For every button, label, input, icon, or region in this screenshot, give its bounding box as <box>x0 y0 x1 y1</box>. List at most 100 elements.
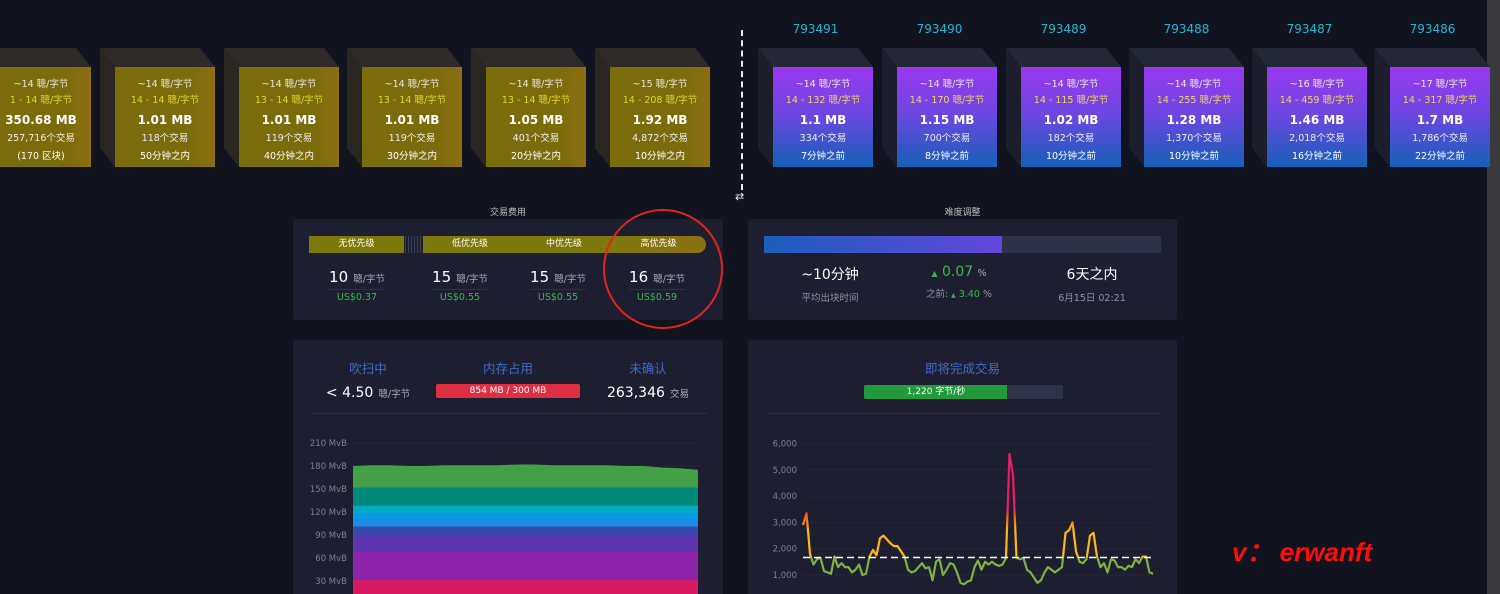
block-side-face <box>595 48 610 167</box>
swap-arrows-icon[interactable]: ⇄ <box>735 190 745 203</box>
block-size: 1.7 MB <box>1416 113 1464 127</box>
y-tick-label: 90 MvB <box>315 531 347 541</box>
block-time: 10分钟之前 <box>1045 151 1097 162</box>
block-tx-count: 334个交易 <box>799 133 847 144</box>
difficulty-change-value: 0.07 <box>941 264 974 280</box>
block-front-face: ~16 聰/字节 14 - 459 聰/字节 1.46 MB 2,018个交易 16分钟… <box>1267 67 1367 167</box>
block-size: 1.01 MB <box>137 113 193 127</box>
block-front-face: ~15 聰/字节 14 - 208 聰/字节 1.92 MB 4,872个交易 10分钟… <box>610 67 710 167</box>
purging-label: 吹扫中 <box>349 361 387 376</box>
difficulty-remaining: 6天之内 6月15日 02:21 <box>1022 264 1162 304</box>
block-tx-count: 119个交易 <box>388 133 436 144</box>
block-top-face <box>1006 48 1121 67</box>
watermark-text: v： erwanft <box>1232 537 1373 567</box>
block-median-fee: ~14 聰/字节 <box>261 79 317 90</box>
fee-unit: 聰/字节 <box>554 274 586 285</box>
remaining-time: 6天之内 <box>1066 267 1118 283</box>
incoming-series-line <box>801 452 1154 586</box>
block-size: 1.46 MB <box>1289 113 1345 127</box>
fee-unit: 聰/字节 <box>353 274 385 285</box>
block-tx-count: 182个交易 <box>1047 133 1095 144</box>
y-tick-label: 120 MvB <box>310 508 347 518</box>
pending-block[interactable]: ~15 聰/字节 14 - 208 聰/字节 1.92 MB 4,872个交易 10分钟… <box>595 48 710 167</box>
block-fee-range: 14 - 317 聰/字节 <box>1402 95 1478 106</box>
block-median-fee: ~17 聰/字节 <box>1412 79 1468 90</box>
pending-block[interactable]: ~14 聰/字节 13 - 14 聰/字节 1.01 MB 119个交易 30分钟之内 <box>347 48 462 167</box>
block-time: 10分钟之前 <box>1168 151 1220 162</box>
block-side-face <box>882 48 897 167</box>
block-median-fee: ~15 聰/字节 <box>632 79 688 90</box>
mined-block[interactable]: ~16 聰/字节 14 - 459 聰/字节 1.46 MB 2,018个交易 16分钟… <box>1252 48 1367 167</box>
block-height-link[interactable]: 793486 <box>1409 22 1456 36</box>
block-time: 40分钟之内 <box>263 151 315 162</box>
fees-title: 交易费用 <box>489 208 526 218</box>
block-size: 1.28 MB <box>1166 113 1222 127</box>
fee-unit: 聰/字节 <box>378 389 411 400</box>
block-median-fee: ~14 聰/字节 <box>384 79 440 90</box>
mempool-panel: 吹扫中 内存占用 未确认 < 4.50 聰/字节 854 MB / 300 MB… <box>293 340 723 594</box>
mined-block[interactable]: ~14 聰/字节 14 - 255 聰/字节 1.28 MB 1,370个交易 10分钟… <box>1129 48 1244 167</box>
mined-block[interactable]: ~14 聰/字节 14 - 170 聰/字节 1.15 MB 700个交易 8分钟之前 <box>882 48 997 167</box>
block-median-fee: ~14 聰/字节 <box>1043 79 1099 90</box>
block-top-face <box>595 48 710 67</box>
block-time: 7分钟之前 <box>800 151 846 162</box>
y-tick-label: 1,000 <box>773 571 797 581</box>
pending-block[interactable]: ~14 聰/字节 1 - 14 聰/字节 350.68 MB 257,716个交易 (1… <box>0 48 91 167</box>
purging-value: < 4.50 聰/字节 <box>298 382 438 401</box>
block-side-face <box>100 48 115 167</box>
pending-block[interactable]: ~14 聰/字节 14 - 14 聰/字节 1.01 MB 118个交易 50分钟之内 <box>100 48 215 167</box>
page-scrollbar[interactable] <box>1487 0 1500 594</box>
mined-block[interactable]: ~14 聰/字节 14 - 115 聰/字节 1.02 MB 182个交易 10分钟之前 <box>1006 48 1121 167</box>
block-front-face: ~14 聰/字节 13 - 14 聰/字节 1.05 MB 401个交易 20分钟之内 <box>486 67 586 167</box>
block-side-face <box>1129 48 1144 167</box>
y-tick-label: 2,000 <box>773 545 797 555</box>
block-tx-count: 2,018个交易 <box>1289 133 1345 144</box>
difficulty-title: 难度调整 <box>944 208 981 218</box>
block-median-fee: ~14 聰/字节 <box>795 79 851 90</box>
block-front-face: ~14 聰/字节 14 - 14 聰/字节 1.01 MB 118个交易 50分钟之内 <box>115 67 215 167</box>
block-time: 10分钟之内 <box>634 151 686 162</box>
block-fee-range: 13 - 14 聰/字节 <box>377 95 447 106</box>
block-height-link[interactable]: 793487 <box>1286 22 1333 36</box>
fee-value-low: 15 聰/字节 US$0.55 <box>415 267 505 303</box>
adjustment-date: 6月15日 02:21 <box>1058 293 1126 304</box>
block-height-link[interactable]: 793491 <box>792 22 839 36</box>
block-size: 1.02 MB <box>1043 113 1099 127</box>
block-fee-range: 14 - 459 聰/字节 <box>1279 95 1355 106</box>
previous-change-value: 3.40 <box>958 289 980 300</box>
fee-rate: 15 <box>432 268 452 286</box>
incoming-panel: 即将完成交易 1,220 字节/秒 1,000 2,000 3,000 4,000 5,… <box>748 340 1177 594</box>
block-median-fee: ~14 聰/字节 <box>508 79 564 90</box>
panel-separator <box>313 413 707 414</box>
up-arrow-icon: ▲ <box>951 292 956 299</box>
block-tx-count: 1,370个交易 <box>1166 133 1222 144</box>
percent-unit: % <box>983 289 993 300</box>
block-time: 8分钟之前 <box>924 151 970 162</box>
block-size: 1.01 MB <box>384 113 440 127</box>
fee-unit: 聰/字节 <box>456 274 488 285</box>
block-front-face: ~17 聰/字节 14 - 317 聰/字节 1.7 MB 1,786个交易 22分钟之… <box>1390 67 1490 167</box>
block-height-link[interactable]: 793488 <box>1163 22 1210 36</box>
block-tx-count: 257,716个交易 <box>7 133 75 144</box>
pending-block[interactable]: ~14 聰/字节 13 - 14 聰/字节 1.01 MB 119个交易 40分钟之内 <box>224 48 339 167</box>
difficulty-change: ▲ 0.07 % 之前: ▲ 3.40 % <box>889 264 1029 300</box>
block-size: 1.05 MB <box>508 113 564 127</box>
fee-value-medium: 15 聰/字节 US$0.55 <box>513 267 603 303</box>
memory-usage-label: 内存占用 <box>482 361 533 376</box>
mined-block[interactable]: ~17 聰/字节 14 - 317 聰/字节 1.7 MB 1,786个交易 22分钟之… <box>1375 48 1490 167</box>
fee-value-none: 10 聰/字节 US$0.37 <box>312 267 402 303</box>
y-tick-label: 6,000 <box>773 440 797 450</box>
block-height-link[interactable]: 793489 <box>1040 22 1087 36</box>
y-tick-label: 30 MvB <box>315 577 347 587</box>
avg-block-time-value: ~10分钟 <box>801 267 859 283</box>
block-height-link[interactable]: 793490 <box>916 22 963 36</box>
y-tick-label: 4,000 <box>773 492 797 502</box>
difficulty-progress-fill <box>764 236 1003 253</box>
pending-block[interactable]: ~14 聰/字节 13 - 14 聰/字节 1.05 MB 401个交易 20分钟之内 <box>471 48 586 167</box>
y-tick-label: 60 MvB <box>315 554 347 564</box>
mined-block[interactable]: ~14 聰/字节 14 - 132 聰/字节 1.1 MB 334个交易 7分钟之前 <box>758 48 873 167</box>
block-tx-count: 4,872个交易 <box>632 133 688 144</box>
fee-tier-label: 中优先级 <box>545 239 582 249</box>
fee-bar-gap <box>405 236 422 253</box>
block-median-fee: ~14 聰/字节 <box>1166 79 1222 90</box>
